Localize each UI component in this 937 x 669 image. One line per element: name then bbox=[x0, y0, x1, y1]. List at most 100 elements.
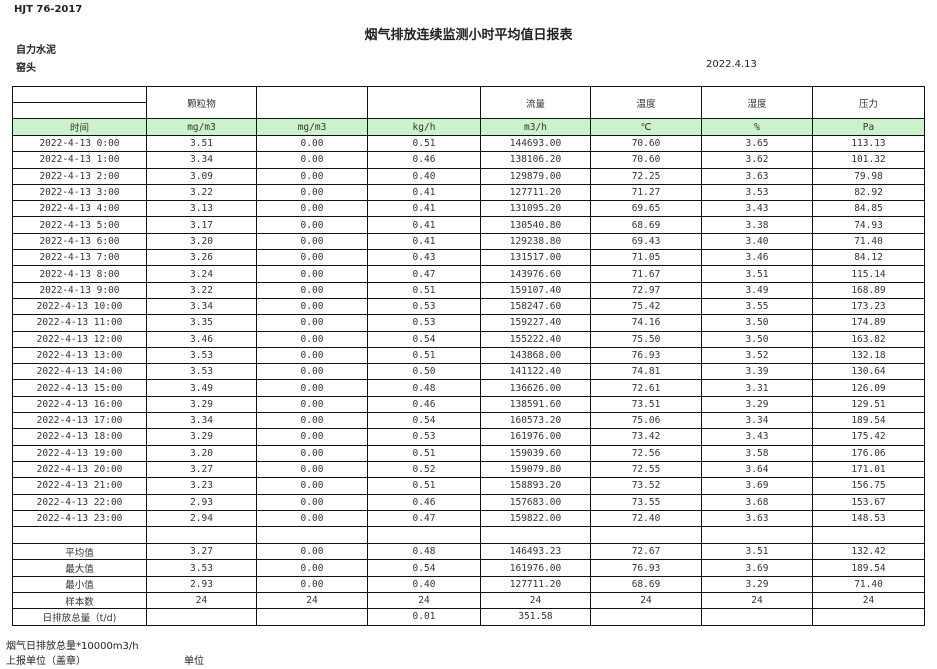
blank-row bbox=[12, 526, 925, 545]
data-cell: 3.64 bbox=[701, 460, 813, 479]
data-cell: 126.09 bbox=[812, 379, 925, 397]
row-label: 2022-4-13 20:00 bbox=[12, 460, 147, 479]
unit-label: 单位 bbox=[184, 656, 204, 667]
data-cell: 0.51 bbox=[367, 281, 481, 299]
row-label: 2022-4-13 9:00 bbox=[12, 281, 147, 299]
row-label: 2022-4-13 13:00 bbox=[12, 346, 147, 365]
report-date: 2022.4.13 bbox=[706, 59, 757, 70]
data-cell: 0.46 bbox=[367, 151, 481, 169]
row-label: 2022-4-13 5:00 bbox=[12, 216, 147, 234]
data-cell: 0.41 bbox=[367, 183, 481, 202]
data-cell: 0.00 bbox=[256, 183, 368, 202]
company-name: 自力水泥 bbox=[16, 45, 56, 56]
data-cell: 3.26 bbox=[146, 249, 257, 267]
data-cell: 3.43 bbox=[701, 200, 813, 218]
table-row: 2022-4-13 20:00 3.27 0.00 0.52 159079.80 72.5… bbox=[12, 460, 925, 479]
data-cell: 138106.20 bbox=[480, 151, 591, 169]
data-cell: 173.23 bbox=[812, 297, 925, 316]
data-cell: 159039.60 bbox=[480, 444, 591, 462]
data-cell: 146493.23 bbox=[480, 543, 591, 561]
column-header bbox=[256, 86, 368, 119]
data-cell: 3.29 bbox=[701, 395, 813, 414]
data-cell: 3.23 bbox=[146, 477, 257, 495]
table-row: 2022-4-13 17:00 3.34 0.00 0.54 160573.20 75.0… bbox=[12, 412, 925, 430]
data-cell: 0.00 bbox=[256, 265, 368, 283]
data-cell: 71.05 bbox=[590, 249, 702, 267]
data-cell: 71.40 bbox=[812, 232, 925, 251]
data-cell: 143868.00 bbox=[480, 346, 591, 365]
unit-cell: kg/h bbox=[367, 118, 481, 136]
row-label: 2022-4-13 0:00 bbox=[12, 134, 147, 153]
data-cell bbox=[256, 608, 368, 626]
row-label: 2022-4-13 6:00 bbox=[12, 232, 147, 251]
table-row: 2022-4-13 23:00 2.94 0.00 0.47 159822.00 72.4… bbox=[12, 509, 925, 528]
summary-row: 平均值 3.27 0.00 0.48 146493.23 72.67 3.51 132.42 bbox=[12, 543, 925, 561]
data-cell: 3.53 bbox=[146, 363, 257, 381]
data-cell: 3.29 bbox=[146, 395, 257, 414]
unit-cell: mg/m3 bbox=[146, 118, 257, 136]
empty-cell bbox=[367, 526, 481, 545]
data-cell: 3.68 bbox=[701, 493, 813, 511]
data-cell: 0.47 bbox=[367, 265, 481, 283]
table-row: 2022-4-13 4:00 3.13 0.00 0.41 131095.20 69.65… bbox=[12, 200, 925, 218]
empty-cell bbox=[480, 526, 591, 545]
data-cell: 0.00 bbox=[256, 363, 368, 381]
summary-row: 最小值 2.93 0.00 0.40 127711.20 68.69 3.29 71.40 bbox=[12, 575, 925, 594]
data-cell: 0.54 bbox=[367, 559, 481, 577]
row-label: 2022-4-13 19:00 bbox=[12, 444, 147, 462]
data-cell: 82.92 bbox=[812, 183, 925, 202]
data-cell: 74.81 bbox=[590, 363, 702, 381]
data-cell: 0.01 bbox=[367, 608, 481, 626]
data-cell: 0.00 bbox=[256, 509, 368, 528]
data-cell: 0.46 bbox=[367, 395, 481, 414]
data-cell: 161976.00 bbox=[480, 428, 591, 446]
data-cell: 160573.20 bbox=[480, 412, 591, 430]
data-cell: 0.00 bbox=[256, 281, 368, 299]
data-cell: 175.42 bbox=[812, 428, 925, 446]
data-cell: 70.60 bbox=[590, 151, 702, 169]
data-cell: 3.34 bbox=[146, 297, 257, 316]
data-cell: 3.35 bbox=[146, 314, 257, 332]
data-cell: 0.00 bbox=[256, 575, 368, 594]
data-cell: 3.09 bbox=[146, 167, 257, 185]
data-cell: 0.48 bbox=[367, 543, 481, 561]
data-cell: 3.63 bbox=[701, 509, 813, 528]
data-cell: 74.16 bbox=[590, 314, 702, 332]
data-cell: 129879.00 bbox=[480, 167, 591, 185]
table-row: 2022-4-13 7:00 3.26 0.00 0.43 131517.00 71.05… bbox=[12, 249, 925, 267]
unit-cell: m3/h bbox=[480, 118, 591, 136]
empty-cell bbox=[146, 526, 257, 545]
data-cell: 3.17 bbox=[146, 216, 257, 234]
empty-cell bbox=[812, 526, 925, 545]
data-cell: 0.53 bbox=[367, 428, 481, 446]
table-row: 2022-4-13 11:00 3.35 0.00 0.53 159227.40 74.1… bbox=[12, 314, 925, 332]
table-row: 2022-4-13 1:00 3.34 0.00 0.46 138106.20 70.60… bbox=[12, 151, 925, 169]
row-label: 2022-4-13 23:00 bbox=[12, 509, 147, 528]
column-header: 流量 bbox=[480, 86, 591, 119]
data-cell: 0.41 bbox=[367, 216, 481, 234]
data-cell: 0.46 bbox=[367, 493, 481, 511]
data-cell: 0.00 bbox=[256, 216, 368, 234]
data-cell: 3.58 bbox=[701, 444, 813, 462]
data-cell: 3.27 bbox=[146, 543, 257, 561]
data-cell: 3.34 bbox=[701, 412, 813, 430]
empty-cell bbox=[256, 526, 368, 545]
data-cell: 0.41 bbox=[367, 232, 481, 251]
data-cell: 72.55 bbox=[590, 460, 702, 479]
data-cell: 351.58 bbox=[480, 608, 591, 626]
row-label: 2022-4-13 14:00 bbox=[12, 363, 147, 381]
data-cell: 138591.60 bbox=[480, 395, 591, 414]
data-cell: 159822.00 bbox=[480, 509, 591, 528]
data-cell: 24 bbox=[146, 592, 257, 610]
data-cell: 0.51 bbox=[367, 444, 481, 462]
data-cell: 127711.20 bbox=[480, 575, 591, 594]
data-cell: 72.61 bbox=[590, 379, 702, 397]
data-cell: 148.53 bbox=[812, 509, 925, 528]
row-label: 2022-4-13 22:00 bbox=[12, 493, 147, 511]
table-row: 2022-4-13 0:00 3.51 0.00 0.51 144693.00 70.60… bbox=[12, 134, 925, 153]
data-cell: 3.27 bbox=[146, 460, 257, 479]
summary-row: 最大值 3.53 0.00 0.54 161976.00 76.93 3.69 189.54 bbox=[12, 559, 925, 577]
data-cell: 189.54 bbox=[812, 559, 925, 577]
data-cell: 129238.80 bbox=[480, 232, 591, 251]
